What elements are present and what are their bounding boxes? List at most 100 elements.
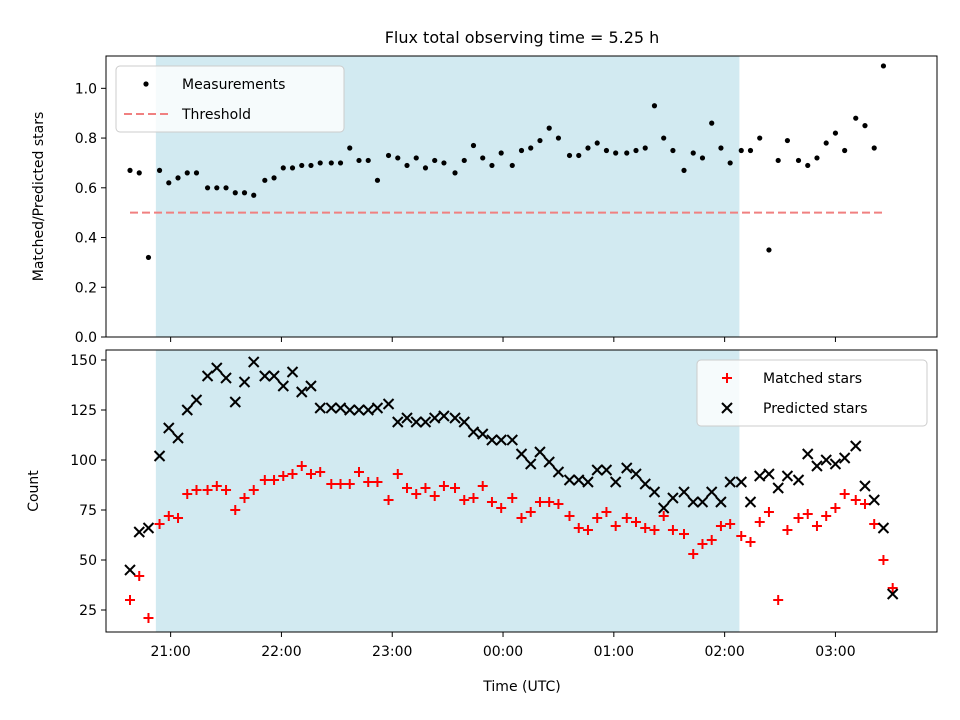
- matched-stars-point: [630, 517, 641, 527]
- measurements-point: [136, 170, 142, 176]
- counts-y-ticks: 25 50 75 100 125 150: [70, 353, 106, 619]
- measurements-point: [395, 155, 401, 161]
- measurements-point: [805, 162, 811, 169]
- predicted-stars-point: [792, 474, 805, 486]
- y-tick-label: 0.4: [75, 231, 97, 247]
- measurements-point: [299, 162, 305, 169]
- matched-stars-point: [143, 613, 154, 623]
- measurements-point: [613, 150, 619, 156]
- measurements-point: [832, 130, 839, 136]
- y-tick-label: 1.0: [75, 81, 97, 97]
- count-axis-label: Count: [26, 470, 42, 512]
- measurements-point: [289, 165, 296, 171]
- predicted-stars-point: [534, 446, 546, 458]
- ratio-legend: Measurements Threshold: [115, 65, 345, 133]
- measurements-point: [699, 155, 706, 161]
- predicted-stars-point: [392, 416, 404, 428]
- matched-stars-point: [773, 595, 784, 605]
- predicted-stars-point: [573, 474, 585, 486]
- predicted-stars-point: [763, 468, 775, 480]
- predicted-stars-point: [220, 372, 232, 384]
- predicted-stars-point: [325, 402, 338, 414]
- predicted-stars-point: [781, 470, 794, 482]
- matched-stars-point: [230, 505, 241, 515]
- measurements-point: [413, 155, 419, 161]
- matched-stars-point: [248, 485, 259, 495]
- measurements-point: [452, 170, 458, 176]
- measurements-point: [193, 170, 200, 176]
- matched-stars-point: [802, 509, 813, 519]
- predicted-stars-point: [678, 486, 690, 498]
- predicted-stars-point: [657, 502, 670, 514]
- predicted-stars-point: [621, 462, 633, 474]
- measurements-point: [441, 160, 447, 166]
- predicted-stars-point: [181, 404, 193, 416]
- predicted-stars-point: [334, 402, 347, 414]
- measurements-point: [127, 167, 133, 173]
- predicted-stars-point: [248, 356, 260, 368]
- measurements-point: [757, 135, 763, 141]
- measurements-point: [422, 165, 429, 171]
- measurements-point: [566, 152, 573, 159]
- measurements-point: [280, 165, 286, 171]
- measurements-point: [365, 157, 371, 164]
- measurements-point: [651, 103, 658, 109]
- predicted-stars-point: [142, 522, 155, 534]
- predicted-stars-point: [362, 404, 374, 416]
- measurements-point: [727, 160, 733, 166]
- matched-stars-point: [402, 483, 413, 493]
- matched-stars-point: [649, 525, 660, 535]
- predicted-stars-point: [877, 522, 890, 534]
- matched-stars-point: [564, 511, 575, 521]
- matched-stars-point: [363, 477, 374, 487]
- measurements-point: [480, 155, 486, 161]
- measurements-point: [642, 145, 648, 151]
- matched-stars-point: [450, 483, 461, 493]
- predicted-stars-point: [802, 448, 814, 460]
- matched-stars-point: [468, 493, 479, 503]
- matched-stars-point: [296, 461, 307, 471]
- measurements-point: [784, 137, 791, 144]
- predicted-stars-point: [458, 416, 470, 428]
- matched-stars-legend-swatch: [722, 373, 732, 383]
- ratio-x-ticks: [170, 337, 836, 342]
- measurements-point: [670, 147, 676, 154]
- matched-stars-point: [269, 475, 280, 485]
- measurements-point: [555, 135, 562, 141]
- matched-stars-point: [869, 519, 880, 529]
- predicted-stars-point: [305, 380, 317, 392]
- measurements-point: [223, 185, 229, 191]
- x-tick-label: 03:00: [815, 644, 855, 660]
- matched-stars-point: [592, 513, 603, 523]
- y-tick-label: 150: [70, 353, 97, 369]
- measurements-point: [498, 150, 504, 156]
- x-tick-label: 02:00: [704, 644, 744, 660]
- x-tick-label: 01:00: [594, 644, 634, 660]
- predicted-stars-point: [506, 434, 518, 446]
- predicted-stars-point: [133, 526, 145, 538]
- matched-stars-point: [134, 571, 145, 581]
- predicted-stars-point: [829, 458, 842, 470]
- time-axis-label: Time (UTC): [482, 679, 560, 695]
- matched-stars-legend-label: Matched stars: [763, 371, 862, 387]
- measurements-point: [633, 147, 639, 154]
- measurements-point: [585, 145, 591, 151]
- measurements-point: [385, 152, 392, 159]
- measurements-point: [214, 185, 220, 191]
- matched-stars-point: [553, 499, 564, 509]
- measurements-point: [404, 162, 410, 169]
- matched-stars-point: [688, 549, 699, 559]
- measurements-point: [432, 157, 438, 164]
- matched-stars-point: [173, 513, 184, 523]
- matched-stars-point: [191, 485, 202, 495]
- predicted-stars-point: [428, 412, 441, 424]
- matched-stars-point: [420, 483, 431, 493]
- predicted-stars-point: [552, 466, 565, 478]
- matched-stars-point: [411, 489, 422, 499]
- matched-stars-point: [667, 525, 678, 535]
- measurements-point: [262, 177, 268, 183]
- matched-stars-point: [496, 503, 507, 513]
- predicted-stars-point: [838, 452, 851, 464]
- x-tick-label: 00:00: [483, 644, 523, 660]
- predicted-stars-point: [211, 362, 223, 374]
